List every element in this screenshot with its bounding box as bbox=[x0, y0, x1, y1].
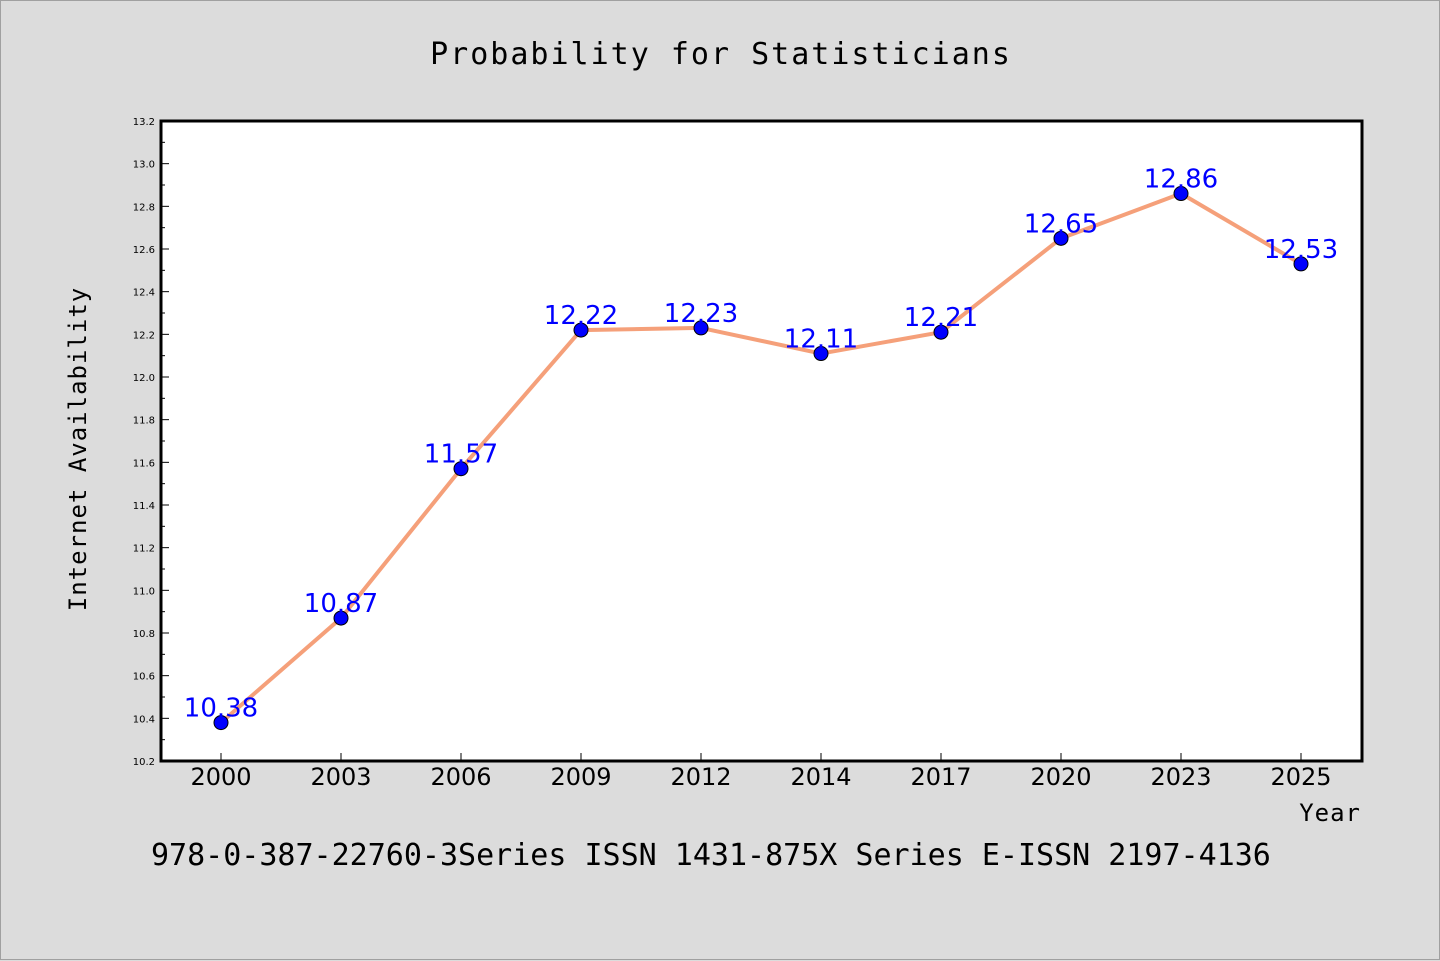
y-axis-ticks: 10.2 10.4 10.6 10.8 11.0 11.2 11.4 11.6 11.8 12.0… bbox=[133, 117, 169, 768]
data-point bbox=[693, 320, 709, 336]
data-label: 10.87 bbox=[304, 589, 378, 619]
y-tick-label: 13.0 bbox=[133, 160, 155, 171]
data-label: 12.65 bbox=[1024, 209, 1098, 239]
footer-isbn-text: 978-0-387-22760-3Series ISSN 1431-875X S… bbox=[151, 838, 1271, 873]
data-point bbox=[573, 322, 589, 338]
y-tick-label: 10.6 bbox=[133, 672, 155, 683]
y-tick-label: 12.2 bbox=[133, 330, 155, 341]
x-tick-label: 2017 bbox=[910, 763, 971, 791]
y-tick-label: 11.6 bbox=[133, 458, 155, 469]
x-tick-label: 2023 bbox=[1150, 763, 1211, 791]
x-tick-label: 2009 bbox=[550, 763, 611, 791]
x-tick-label: 2012 bbox=[670, 763, 731, 791]
data-point bbox=[333, 610, 349, 626]
y-tick-label: 11.0 bbox=[133, 586, 155, 597]
x-tick-label: 2025 bbox=[1270, 763, 1331, 791]
y-tick-label: 10.4 bbox=[133, 714, 155, 725]
y-tick-label: 11.2 bbox=[133, 544, 155, 555]
y-tick-label: 10.8 bbox=[133, 629, 155, 640]
data-point bbox=[213, 715, 229, 731]
data-point bbox=[813, 346, 829, 362]
x-tick-label: 2003 bbox=[310, 763, 371, 791]
data-label: 12.53 bbox=[1264, 235, 1338, 265]
y-tick-label: 12.6 bbox=[133, 245, 155, 256]
y-tick-label: 12.8 bbox=[133, 202, 155, 213]
plot-area bbox=[159, 119, 1364, 763]
y-tick-label: 10.2 bbox=[133, 757, 155, 768]
data-labels: 10.38 10.87 11.57 12.22 12.23 12.11 12.21 12.65… bbox=[184, 165, 1338, 724]
data-points bbox=[213, 186, 1309, 731]
data-point bbox=[1053, 230, 1069, 246]
y-axis-title: Internet Availability bbox=[64, 287, 92, 611]
series-line bbox=[219, 191, 1303, 725]
y-tick-label: 11.4 bbox=[133, 501, 155, 512]
data-point bbox=[453, 461, 469, 477]
data-label: 12.22 bbox=[544, 301, 618, 331]
chart-title: Probability for Statisticians bbox=[430, 37, 1012, 72]
x-tick-label: 2014 bbox=[790, 763, 851, 791]
y-tick-label: 12.0 bbox=[133, 373, 155, 384]
x-axis-ticks: 2000 2003 2006 2009 2012 2014 2017 2020 2023 2025 bbox=[190, 753, 1332, 791]
y-tick-label: 11.8 bbox=[133, 416, 155, 427]
x-tick-label: 2020 bbox=[1030, 763, 1091, 791]
data-label: 12.11 bbox=[784, 325, 858, 355]
x-tick-label: 2000 bbox=[190, 763, 251, 791]
data-label: 12.23 bbox=[664, 299, 738, 329]
data-point bbox=[933, 324, 949, 340]
data-label: 10.38 bbox=[184, 694, 258, 724]
data-point bbox=[1173, 186, 1189, 202]
data-label: 12.21 bbox=[904, 303, 978, 333]
x-axis-title: Year bbox=[1299, 799, 1361, 827]
x-tick-label: 2006 bbox=[430, 763, 491, 791]
data-point bbox=[1293, 256, 1309, 272]
data-label: 11.57 bbox=[424, 440, 498, 470]
data-label: 12.86 bbox=[1144, 165, 1218, 195]
y-tick-label: 12.4 bbox=[133, 288, 155, 299]
y-tick-label: 13.2 bbox=[133, 117, 155, 128]
